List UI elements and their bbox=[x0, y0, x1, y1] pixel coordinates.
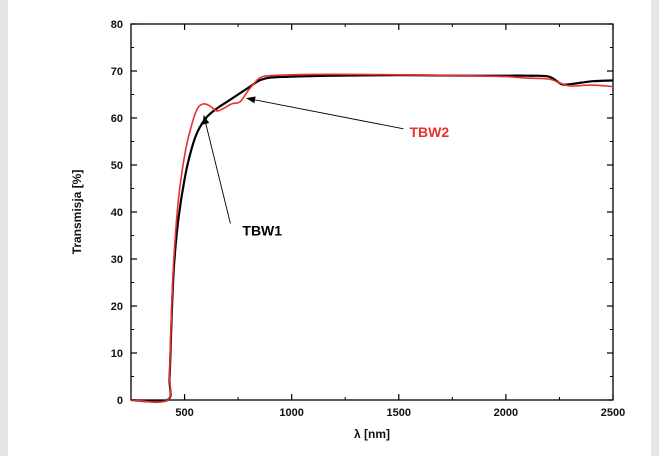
y-tick-label: 80 bbox=[111, 19, 123, 31]
annotation-arrow-tbw1 bbox=[202, 115, 231, 224]
series-label-tbw1: TBW1 bbox=[242, 223, 282, 239]
plot-area-border bbox=[130, 23, 614, 401]
transmission-chart: 500 1000 1500 2000 2500 0 10 20 30 40 50 60 70 80 TB… bbox=[70, 19, 625, 441]
series-layer bbox=[130, 73, 614, 403]
y-tick-label: 60 bbox=[111, 113, 123, 125]
y-axis-title: Transmisja [%] bbox=[70, 170, 84, 255]
series-line-tbw1 bbox=[130, 74, 614, 403]
y-tick-label: 50 bbox=[111, 160, 123, 172]
y-axis-ticks: 0 10 20 30 40 50 60 70 80 bbox=[111, 19, 613, 407]
x-axis-ticks: 500 1000 1500 2000 2500 bbox=[130, 24, 625, 419]
x-tick-label: 500 bbox=[175, 407, 193, 419]
y-tick-label: 0 bbox=[117, 395, 123, 407]
y-tick-label: 40 bbox=[111, 207, 123, 219]
series-line-tbw2 bbox=[130, 73, 614, 403]
series-label-tbw2: TBW2 bbox=[409, 124, 449, 140]
x-axis-title: λ [nm] bbox=[354, 427, 390, 441]
x-tick-label: 1000 bbox=[279, 407, 303, 419]
annotation-layer: TBW1 TBW2 bbox=[202, 96, 449, 239]
y-tick-label: 30 bbox=[111, 254, 123, 266]
x-tick-label: 2000 bbox=[494, 407, 518, 419]
y-tick-label: 10 bbox=[111, 348, 123, 360]
x-tick-label: 2500 bbox=[601, 407, 625, 419]
x-tick-label: 1500 bbox=[387, 407, 411, 419]
annotation-arrow-tbw2 bbox=[246, 96, 404, 130]
y-tick-label: 70 bbox=[111, 66, 123, 78]
y-tick-label: 20 bbox=[111, 301, 123, 313]
chart-frame: 500 1000 1500 2000 2500 0 10 20 30 40 50 60 70 80 TB… bbox=[8, 0, 651, 456]
